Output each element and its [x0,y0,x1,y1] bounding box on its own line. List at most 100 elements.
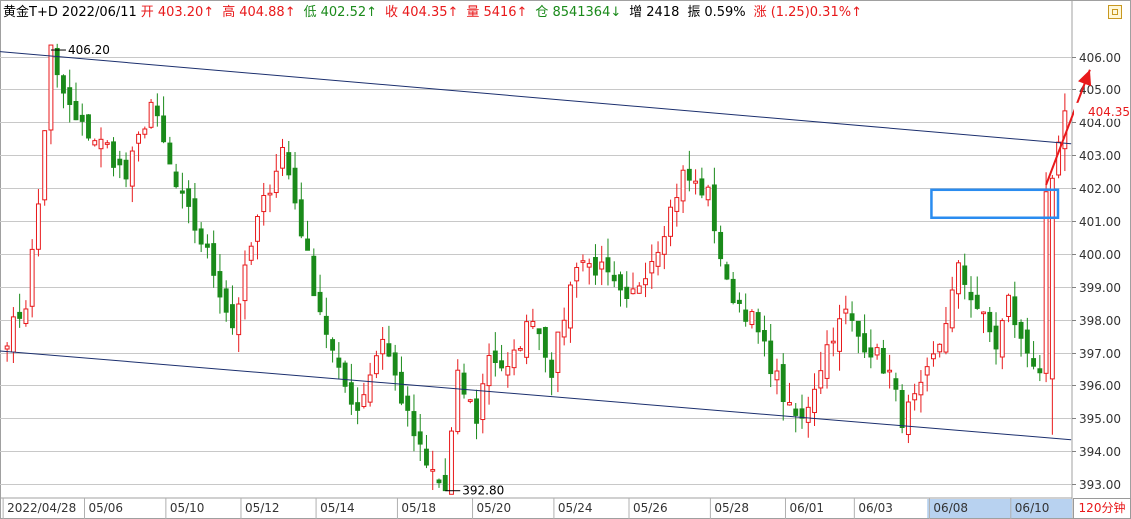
candle-body[interactable] [467,399,473,402]
candle-body[interactable] [818,370,824,389]
candle-body[interactable] [956,262,961,295]
candle-body[interactable] [492,350,498,364]
candle-body[interactable] [367,374,373,403]
candle-body[interactable] [830,340,836,344]
candle-body[interactable] [186,188,192,207]
candle-body[interactable] [361,394,367,408]
candle-body[interactable] [255,216,260,242]
candle-body[interactable] [755,312,761,333]
candle-body[interactable] [48,44,54,131]
candle-body[interactable] [843,308,849,314]
candle-body[interactable] [123,159,129,180]
candle-body[interactable] [1012,296,1018,326]
candle-body[interactable] [499,360,505,369]
candle-body[interactable] [905,401,911,436]
candle-body[interactable] [474,398,479,424]
candle-body[interactable] [298,199,304,237]
candle-body[interactable] [724,264,730,280]
candle-body[interactable] [380,338,386,355]
candle-body[interactable] [236,303,242,336]
candle-body[interactable] [179,190,185,194]
candle-body[interactable] [686,168,692,181]
candle-body[interactable] [23,308,29,325]
drawn-arrowhead[interactable] [1078,69,1092,87]
candle-body[interactable] [674,197,680,212]
candle-body[interactable] [154,105,160,117]
candle-body[interactable] [924,366,930,376]
candle-body[interactable] [511,349,517,369]
candle-body[interactable] [223,288,229,313]
candle-body[interactable] [787,402,792,406]
candle-body[interactable] [35,203,41,250]
candle-body[interactable] [398,371,404,404]
candle-body[interactable] [311,255,317,297]
candle-body[interactable] [405,395,411,411]
candle-body[interactable] [987,311,993,333]
candle-body[interactable] [29,248,35,307]
candle-body[interactable] [455,369,461,433]
candle-body[interactable] [261,194,267,213]
candle-body[interactable] [424,448,429,466]
candle-body[interactable] [862,333,868,353]
candle-body[interactable] [849,313,855,321]
candle-body[interactable] [386,343,392,357]
candle-body[interactable] [680,169,686,202]
candle-body[interactable] [768,340,774,375]
candle-body[interactable] [918,381,924,396]
candle-body[interactable] [743,309,749,322]
candle-body[interactable] [567,284,573,329]
candle-body[interactable] [129,150,135,187]
candle-body[interactable] [280,146,285,169]
channel-trendline[interactable] [0,51,1072,145]
candle-body[interactable] [192,198,198,231]
candle-body[interactable] [392,352,398,376]
candle-body[interactable] [1037,368,1043,374]
candle-body[interactable] [780,364,786,402]
candle-body[interactable] [974,294,980,309]
candle-body[interactable] [793,408,799,416]
candle-body[interactable] [524,321,530,358]
candle-body[interactable] [824,344,830,379]
candle-body[interactable] [555,331,561,373]
candle-body[interactable] [486,355,492,387]
candle-body[interactable] [79,114,85,122]
candle-body[interactable] [17,311,23,319]
candle-body[interactable] [430,469,436,472]
candle-body[interactable] [949,289,955,329]
candle-body[interactable] [355,402,361,411]
candle-body[interactable] [630,288,636,295]
candle-body[interactable] [317,291,323,313]
candle-body[interactable] [893,378,899,390]
candle-body[interactable] [217,271,223,298]
candle-body[interactable] [868,347,874,358]
candle-body[interactable] [943,323,949,353]
settings-square-icon[interactable] [1108,5,1122,19]
candle-body[interactable] [330,339,336,351]
candle-body[interactable] [999,320,1005,358]
candle-body[interactable] [993,325,999,350]
candle-body[interactable] [67,87,73,105]
candle-body[interactable] [292,167,298,204]
candle-body[interactable] [899,390,905,428]
candle-body[interactable] [267,192,273,196]
candle-body[interactable] [586,263,592,268]
candle-body[interactable] [173,171,179,188]
candle-body[interactable] [480,383,486,421]
candle-body[interactable] [248,245,254,261]
candle-body[interactable] [286,152,292,176]
candle-body[interactable] [937,343,943,353]
candle-body[interactable] [461,372,467,395]
candle-body[interactable] [373,355,379,375]
candle-body[interactable] [86,114,91,139]
candle-body[interactable] [348,382,354,405]
drawn-rectangle-annotation[interactable] [930,188,1060,219]
candle-body[interactable] [417,431,423,445]
candle-body[interactable] [668,206,674,237]
candle-body[interactable] [837,318,842,352]
candle-body[interactable] [92,140,98,146]
candle-body[interactable] [336,357,342,368]
candle-body[interactable] [73,101,79,121]
candle-body[interactable] [880,347,886,374]
candle-body[interactable] [887,369,893,373]
candle-body[interactable] [774,370,780,381]
